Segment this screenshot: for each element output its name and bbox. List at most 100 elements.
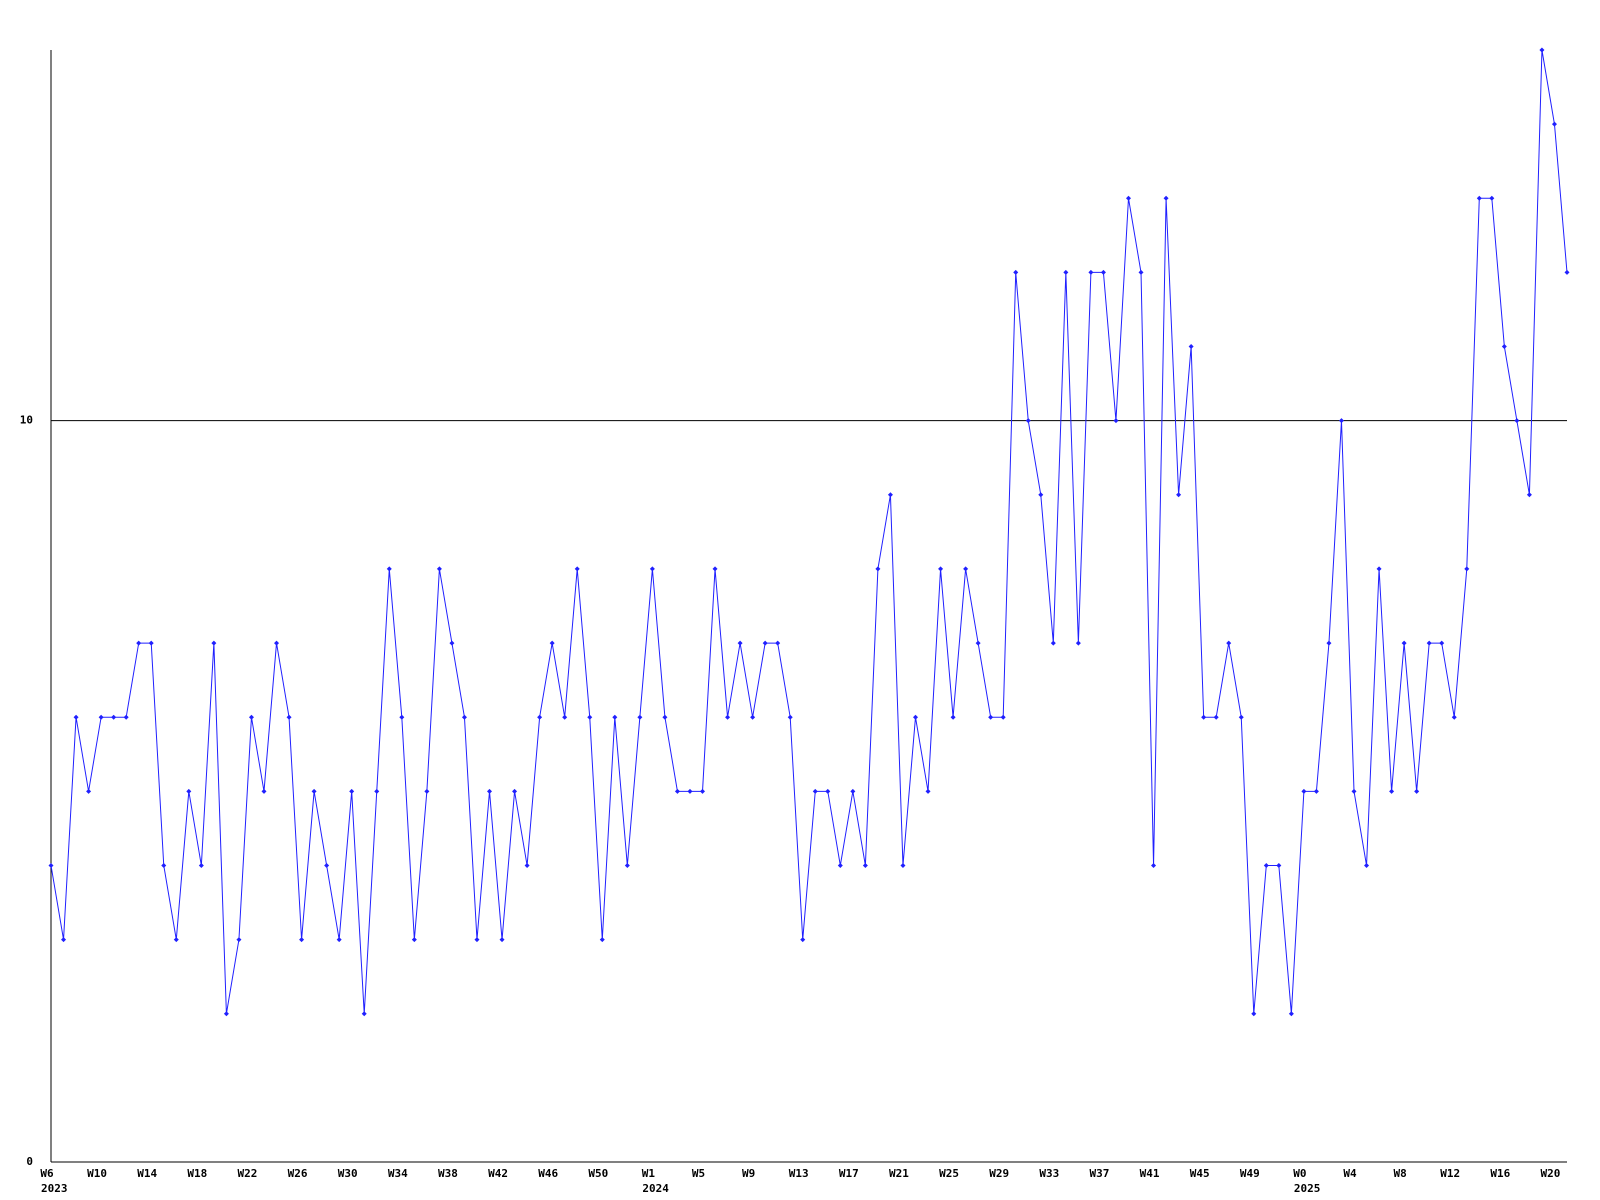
x-tick-label: W42 (488, 1167, 508, 1180)
x-tick-label: W45 (1190, 1167, 1210, 1180)
data-point (1551, 121, 1557, 127)
y-tick-label: 10 (20, 414, 33, 427)
data-point (1501, 344, 1507, 350)
data-point (1188, 344, 1194, 350)
data-point (1514, 418, 1520, 424)
data-point (161, 862, 167, 868)
data-point (1389, 788, 1395, 794)
data-point (612, 714, 618, 720)
data-point (1376, 566, 1382, 572)
data-point (549, 640, 555, 646)
data-point (674, 788, 680, 794)
data-point (73, 714, 79, 720)
x-tick-label: W46 (538, 1167, 558, 1180)
x-tick-label: W5 (692, 1167, 705, 1180)
data-point (1338, 418, 1344, 424)
data-point (524, 862, 530, 868)
data-point (1000, 714, 1006, 720)
data-point (1038, 492, 1044, 498)
data-point (1138, 269, 1144, 275)
x-tick-label: W4 (1343, 1167, 1357, 1180)
data-point (136, 640, 142, 646)
x-tick-label: W38 (438, 1167, 458, 1180)
data-point (912, 714, 918, 720)
data-point (261, 788, 267, 794)
data-point (236, 937, 242, 943)
data-point (1113, 418, 1119, 424)
data-point (1326, 640, 1332, 646)
x-tick-label: W25 (939, 1167, 959, 1180)
data-point (1251, 1011, 1257, 1017)
data-point (1176, 492, 1182, 498)
data-point (700, 788, 706, 794)
data-point (887, 492, 893, 498)
data-point (98, 714, 104, 720)
data-point (775, 640, 781, 646)
data-point (48, 862, 54, 868)
data-point (687, 788, 693, 794)
data-point (1063, 269, 1069, 275)
x-tick-label: W33 (1039, 1167, 1059, 1180)
data-point (1151, 862, 1157, 868)
data-point (461, 714, 467, 720)
x-tick-label: W16 (1490, 1167, 1510, 1180)
data-point (1439, 640, 1445, 646)
x-tick-label: W18 (187, 1167, 207, 1180)
data-point (374, 788, 380, 794)
data-point (361, 1011, 367, 1017)
data-point (787, 714, 793, 720)
data-point (336, 937, 342, 943)
data-point (449, 640, 455, 646)
data-point (762, 640, 768, 646)
x-tick-label: W49 (1240, 1167, 1260, 1180)
data-point (211, 640, 217, 646)
data-point (1364, 862, 1370, 868)
data-point (712, 566, 718, 572)
data-point (900, 862, 906, 868)
year-label: 2024 (642, 1182, 669, 1195)
data-point (274, 640, 280, 646)
data-point (499, 937, 505, 943)
data-point (1489, 195, 1495, 201)
data-point (750, 714, 756, 720)
data-point (386, 566, 392, 572)
data-point (1539, 47, 1545, 53)
data-point (474, 937, 480, 943)
data-point (1201, 714, 1207, 720)
data-point (562, 714, 568, 720)
data-point (875, 566, 881, 572)
data-point (574, 566, 580, 572)
data-point (737, 640, 743, 646)
data-point (624, 862, 630, 868)
x-tick-label: W14 (137, 1167, 157, 1180)
data-point (649, 566, 655, 572)
data-point (1564, 269, 1570, 275)
data-point (311, 788, 317, 794)
data-point (436, 566, 442, 572)
data-point (975, 640, 981, 646)
x-tick-label: W17 (839, 1167, 859, 1180)
data-point (1088, 269, 1094, 275)
data-point (1238, 714, 1244, 720)
data-point (988, 714, 994, 720)
data-point (1025, 418, 1031, 424)
data-point (800, 937, 806, 943)
data-point (862, 862, 868, 868)
data-point (512, 788, 518, 794)
x-tick-label: W34 (388, 1167, 408, 1180)
data-point (1125, 195, 1131, 201)
data-point (1288, 1011, 1294, 1017)
data-point (1226, 640, 1232, 646)
data-point (148, 640, 154, 646)
y-tick-label: 0 (26, 1155, 33, 1168)
data-point (599, 937, 605, 943)
data-point (1313, 788, 1319, 794)
data-point (837, 862, 843, 868)
data-point (587, 714, 593, 720)
data-line (50, 49, 1568, 1014)
data-point (399, 714, 405, 720)
data-point (537, 714, 543, 720)
data-point (61, 937, 67, 943)
